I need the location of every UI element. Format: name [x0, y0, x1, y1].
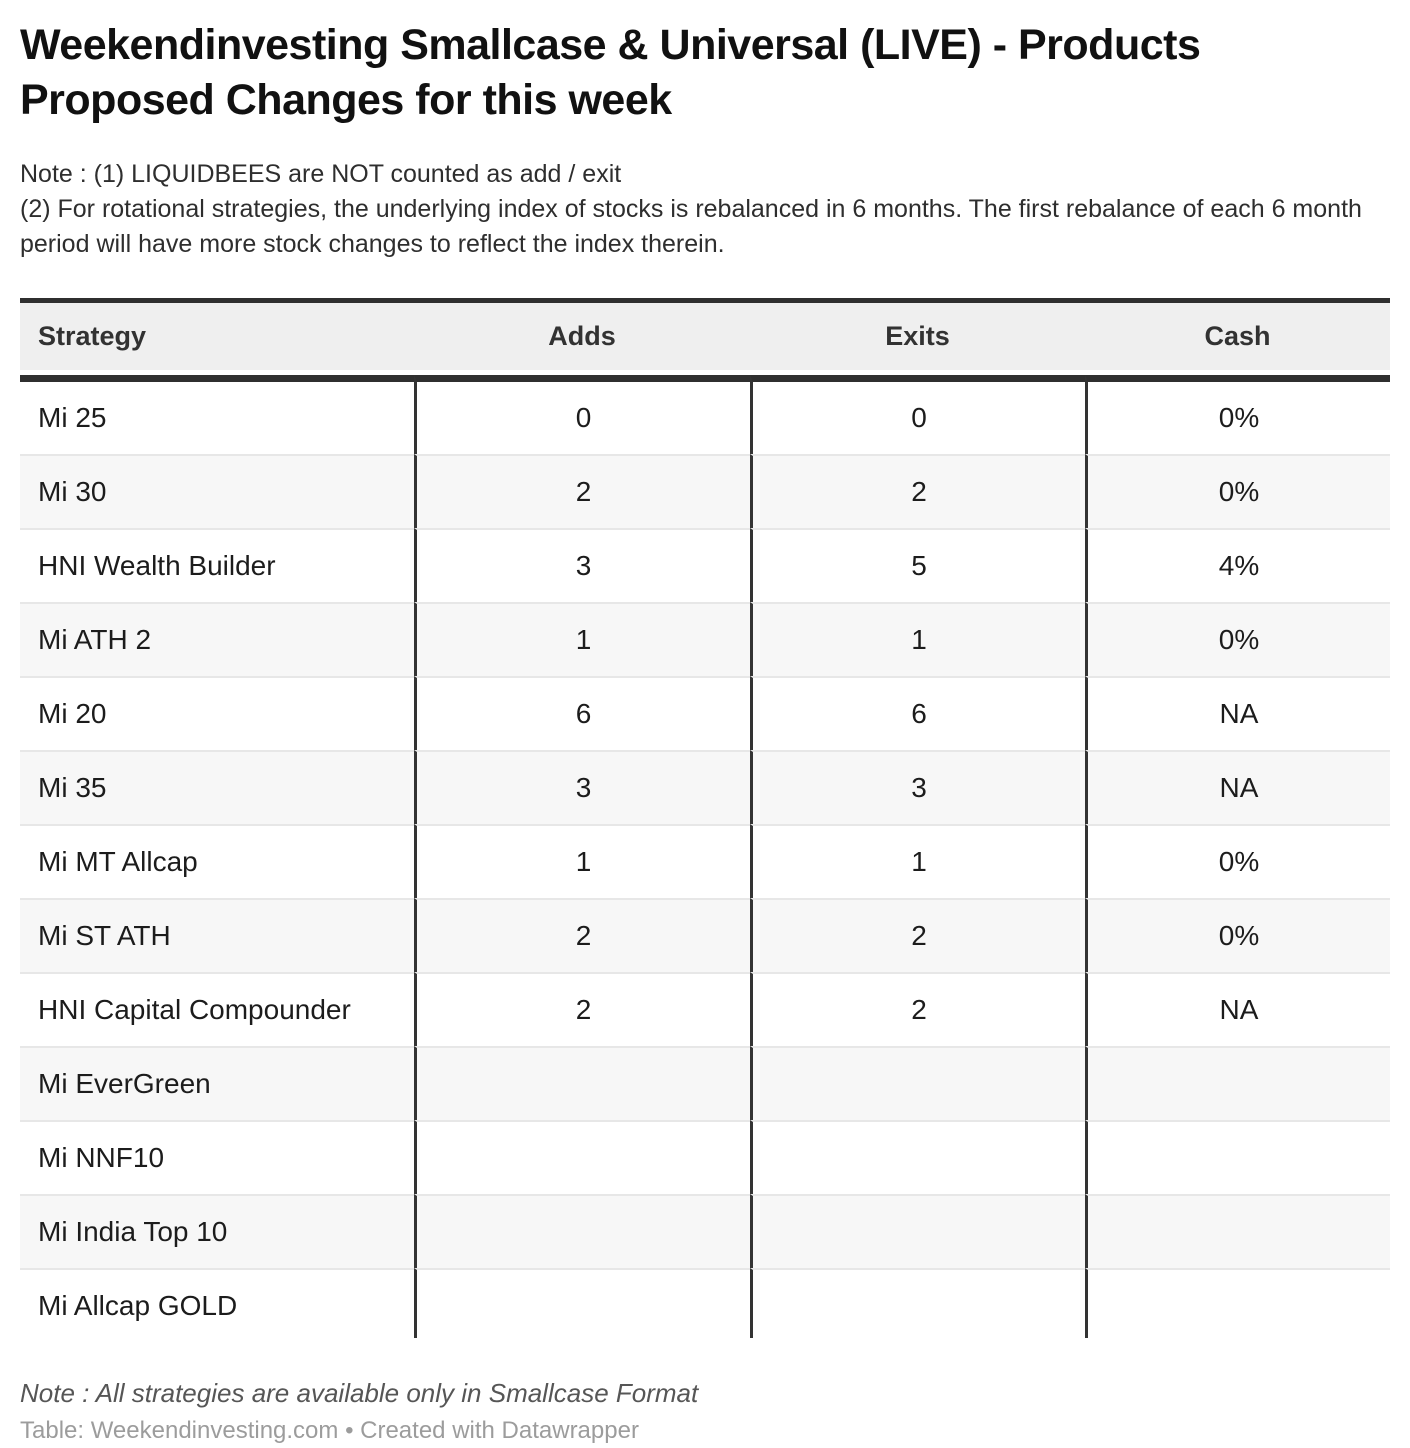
cash-cell: NA	[1085, 675, 1390, 750]
table-header-row: Strategy Adds Exits Cash	[20, 297, 1390, 375]
adds-cell: 2	[414, 971, 750, 1046]
exits-cell: 5	[750, 527, 1085, 602]
cash-cell: 0%	[1085, 453, 1390, 528]
adds-cell: 3	[414, 749, 750, 824]
column-header-cash: Cash	[1085, 297, 1390, 375]
cash-cell: 0%	[1085, 601, 1390, 676]
cash-cell	[1085, 1045, 1390, 1120]
adds-cell: 2	[414, 453, 750, 528]
table-row: Mi MT Allcap 1 1 0%	[20, 823, 1390, 898]
header-note-1: Note : (1) LIQUIDBEES are NOT counted as…	[20, 159, 622, 188]
page-title: Weekendinvesting Smallcase & Universal (…	[20, 18, 1390, 128]
column-header-adds: Adds	[414, 297, 750, 375]
table-row: HNI Capital Compounder 2 2 NA	[20, 971, 1390, 1046]
exits-cell: 2	[750, 897, 1085, 972]
exits-cell	[750, 1045, 1085, 1120]
cash-cell: NA	[1085, 749, 1390, 824]
adds-cell	[414, 1193, 750, 1268]
exits-cell: 1	[750, 601, 1085, 676]
header-notes: Note : (1) LIQUIDBEES are NOT counted as…	[20, 157, 1390, 262]
exits-cell: 0	[750, 374, 1085, 454]
adds-cell	[414, 1045, 750, 1120]
table-row: Mi 25 0 0 0%	[20, 374, 1390, 454]
table-container: Strategy Adds Exits Cash Mi 25 0 0 0% Mi…	[20, 297, 1390, 1338]
strategy-cell: Mi EverGreen	[20, 1045, 414, 1120]
footer-note: Note : All strategies are available only…	[20, 1377, 699, 1408]
cash-cell: 4%	[1085, 527, 1390, 602]
exits-cell: 1	[750, 823, 1085, 898]
cash-cell: 0%	[1085, 897, 1390, 972]
table-row: Mi 20 6 6 NA	[20, 675, 1390, 750]
adds-cell: 2	[414, 897, 750, 972]
exits-cell	[750, 1193, 1085, 1268]
strategy-cell: Mi 30	[20, 453, 414, 528]
page-title-line-2: Proposed Changes for this week	[20, 76, 672, 124]
strategy-cell: Mi Allcap GOLD	[20, 1267, 414, 1338]
exits-cell: 3	[750, 749, 1085, 824]
cash-cell	[1085, 1193, 1390, 1268]
exits-cell: 6	[750, 675, 1085, 750]
strategy-cell: Mi India Top 10	[20, 1193, 414, 1268]
strategy-cell: HNI Capital Compounder	[20, 971, 414, 1046]
products-table: Strategy Adds Exits Cash Mi 25 0 0 0% Mi…	[20, 297, 1390, 1338]
page: Weekendinvesting Smallcase & Universal (…	[0, 18, 1410, 1445]
column-header-exits: Exits	[750, 297, 1085, 375]
exits-cell	[750, 1119, 1085, 1194]
table-row: Mi Allcap GOLD	[20, 1267, 1390, 1338]
header-note-2: (2) For rotational strategies, the under…	[20, 194, 1362, 258]
cash-cell: 0%	[1085, 823, 1390, 898]
cash-cell	[1085, 1119, 1390, 1194]
cash-cell	[1085, 1267, 1390, 1338]
strategy-cell: Mi ATH 2	[20, 601, 414, 676]
table-row: Mi EverGreen	[20, 1045, 1390, 1120]
table-row: HNI Wealth Builder 3 5 4%	[20, 527, 1390, 602]
strategy-cell: Mi MT Allcap	[20, 823, 414, 898]
adds-cell: 0	[414, 374, 750, 454]
strategy-cell: Mi ST ATH	[20, 897, 414, 972]
table-row: Mi India Top 10	[20, 1193, 1390, 1268]
adds-cell: 1	[414, 601, 750, 676]
adds-cell: 3	[414, 527, 750, 602]
table-row: Mi ATH 2 1 1 0%	[20, 601, 1390, 676]
strategy-cell: Mi 20	[20, 675, 414, 750]
strategy-cell: Mi 35	[20, 749, 414, 824]
column-header-strategy: Strategy	[20, 297, 414, 375]
exits-cell: 2	[750, 971, 1085, 1046]
exits-cell: 2	[750, 453, 1085, 528]
strategy-cell: Mi 25	[20, 374, 414, 454]
table-row: Mi 35 3 3 NA	[20, 749, 1390, 824]
table-header: Strategy Adds Exits Cash	[20, 297, 1390, 375]
strategy-cell: HNI Wealth Builder	[20, 527, 414, 602]
table-row: Mi NNF10	[20, 1119, 1390, 1194]
footer-credit: Table: Weekendinvesting.com • Created wi…	[20, 1416, 639, 1444]
exits-cell	[750, 1267, 1085, 1338]
strategy-cell: Mi NNF10	[20, 1119, 414, 1194]
adds-cell: 1	[414, 823, 750, 898]
adds-cell	[414, 1267, 750, 1338]
cash-cell: NA	[1085, 971, 1390, 1046]
cash-cell: 0%	[1085, 374, 1390, 454]
table-row: Mi 30 2 2 0%	[20, 453, 1390, 528]
table-body: Mi 25 0 0 0% Mi 30 2 2 0% HNI Wealth Bui…	[20, 374, 1390, 1338]
page-title-line-1: Weekendinvesting Smallcase & Universal (…	[20, 21, 1201, 69]
adds-cell	[414, 1119, 750, 1194]
adds-cell: 6	[414, 675, 750, 750]
table-row: Mi ST ATH 2 2 0%	[20, 897, 1390, 972]
